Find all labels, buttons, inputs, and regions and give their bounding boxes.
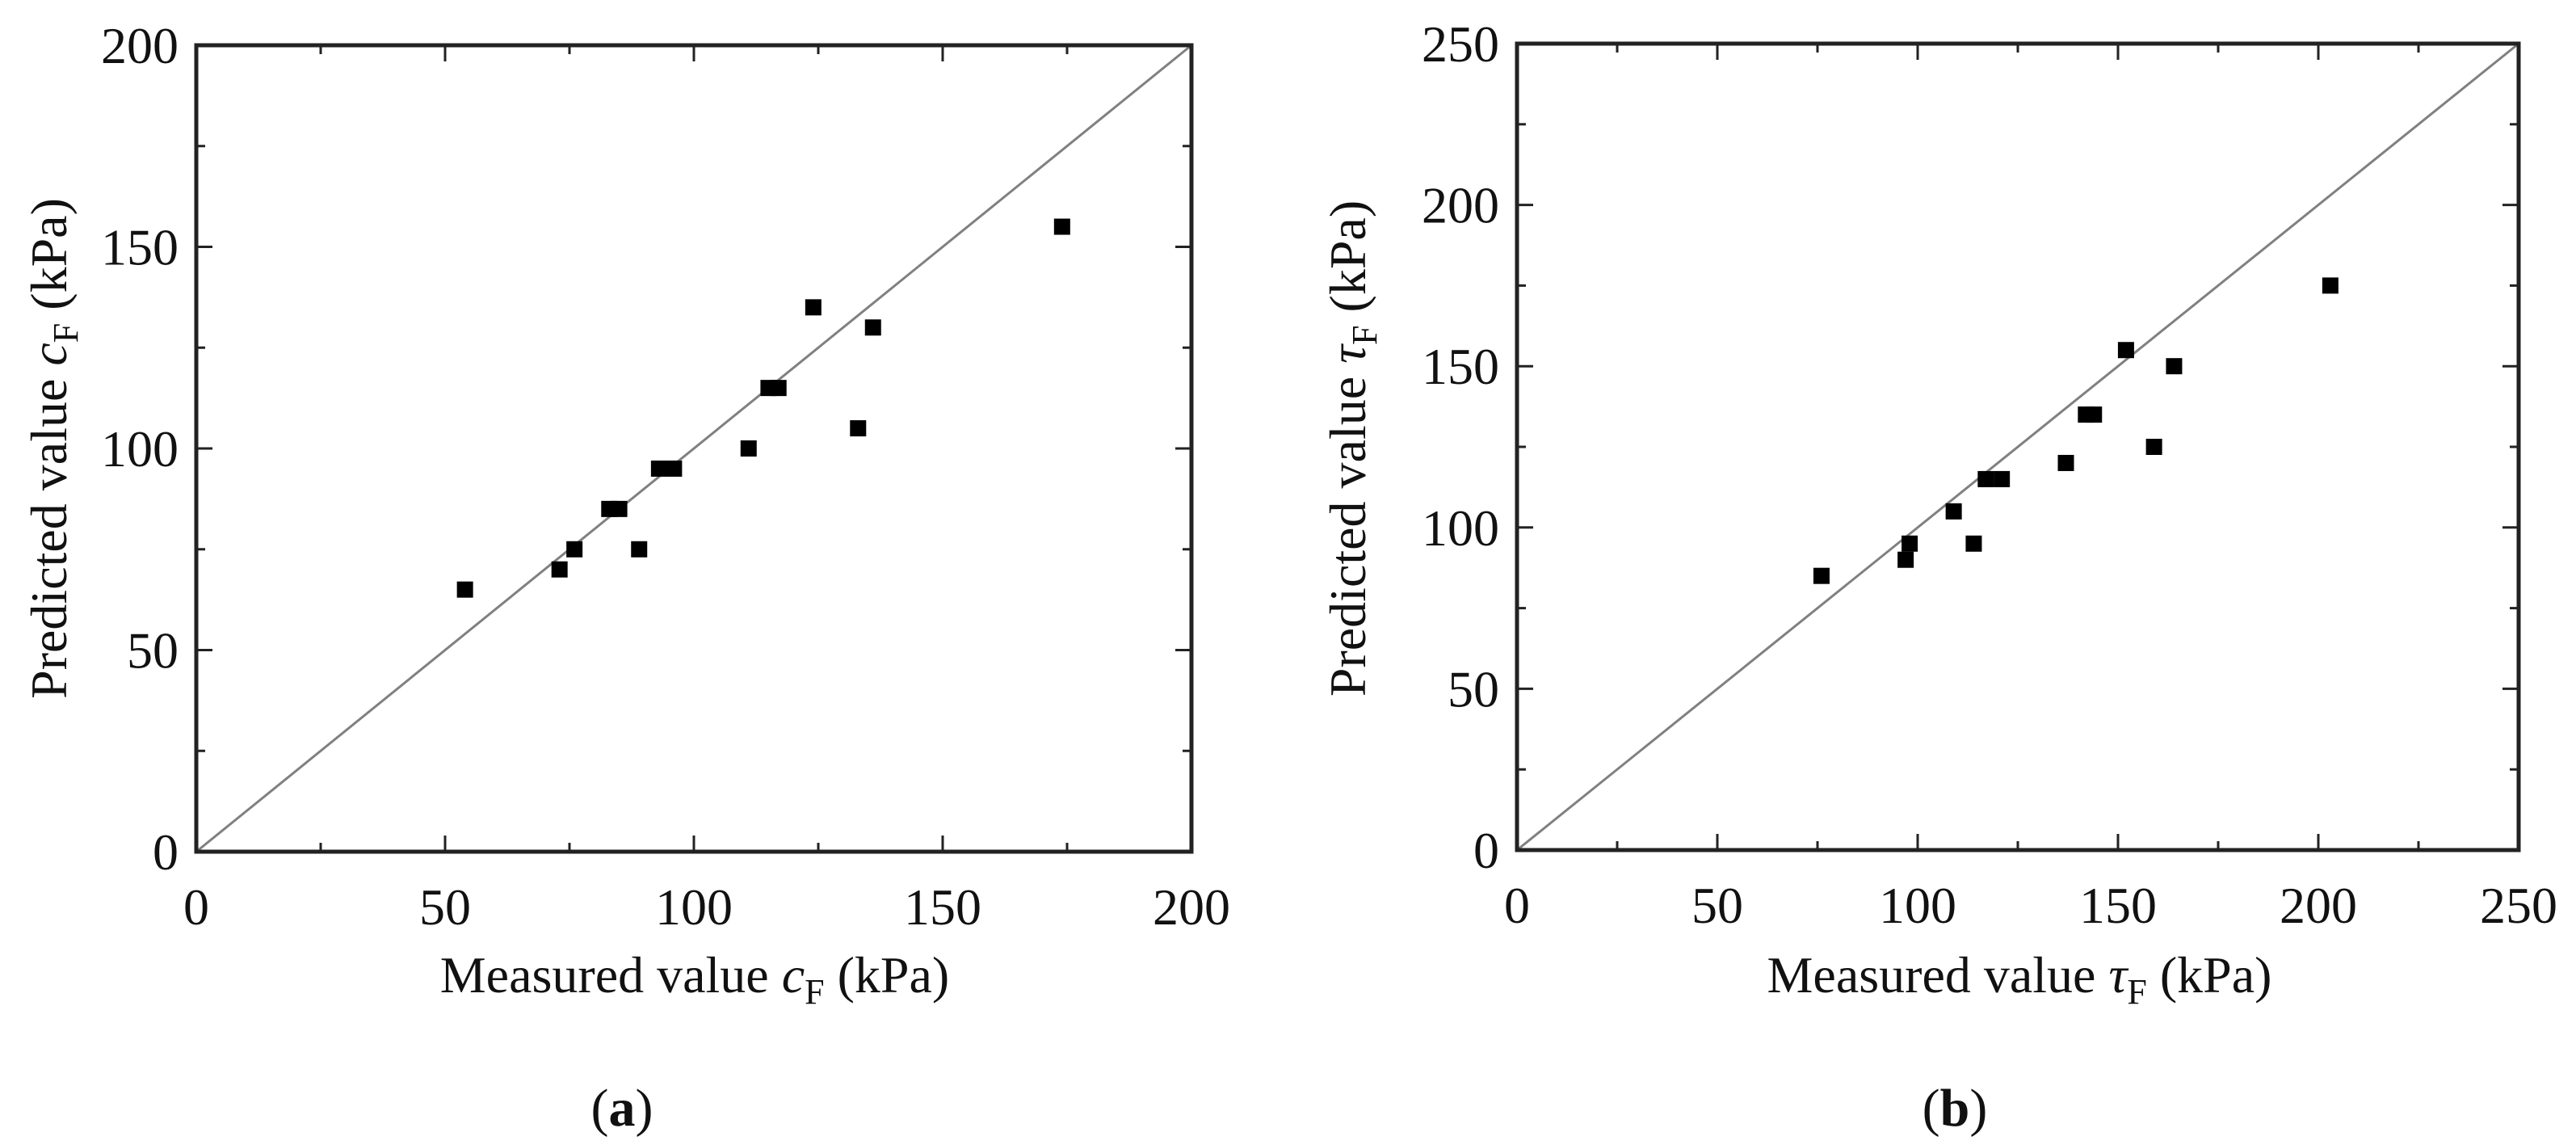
x-tick-label: 200 [1153,878,1230,936]
y-tick-labels: 0 50 100 150 200 [101,17,179,881]
x-axis-title: Measured value cF (kPa) [440,946,949,1012]
data-point-square-marker [1902,535,1918,552]
x-axis-title-subscript: F [805,972,824,1012]
data-point-square-marker [666,460,683,477]
caption-paren: ) [1969,1079,1987,1138]
x-axis-title-subscript: F [2127,972,2146,1012]
x-tick-labels: 0 50 100 150 200 [183,878,1230,936]
x-tick-label: 200 [2280,877,2357,934]
plot-frame [194,43,1194,854]
reference-line-y-equals-x [195,44,1192,853]
x-tick-label: 250 [2480,877,2557,934]
y-tick-label: 200 [101,17,179,74]
data-point-square-marker [770,380,787,397]
panel-caption: (a) [591,1079,653,1138]
data-point-square-marker [740,440,757,457]
data-point-square-marker [2166,358,2183,375]
y-axis-title: Predicted value τF (kPa) [1319,200,1385,697]
y-axis-title-prefix: Predicted value [20,366,78,699]
y-tick-label: 100 [101,420,179,478]
x-axis-title-symbol: τ [2108,946,2128,1004]
data-point-square-marker [2086,406,2103,423]
y-tick-label: 0 [1473,822,1499,879]
data-point-square-marker [650,460,667,477]
y-axis-title-prefix: Predicted value [1319,364,1376,697]
data-point-square-marker [1813,567,1830,584]
y-axis-title-suffix: (kPa) [20,198,78,323]
y-tick-label: 150 [101,219,179,276]
y-tick-label: 50 [127,622,179,680]
reference-line-y-equals-x [1516,42,2519,852]
y-axis-title-subscript: F [1345,325,1385,344]
x-tick-label: 150 [2079,877,2157,934]
data-point-square-marker [551,561,568,578]
x-tick-label: 0 [1504,877,1530,934]
panel-b-chart: 0 50 100 150 200 250 0 50 100 150 200 25… [1319,15,2557,1138]
data-point-square-marker [1053,218,1070,235]
y-tick-label: 100 [1422,499,1499,557]
x-tick-label: 50 [1691,877,1743,934]
caption-paren: ( [591,1079,609,1138]
x-axis-title: Measured value τF (kPa) [1767,946,2272,1012]
y-axis-title-symbol: c [20,343,78,365]
caption-paren: ( [1923,1079,1940,1138]
x-tick-label: 100 [1879,877,1956,934]
plot-frame [1515,41,2521,852]
data-point-square-marker [2322,277,2339,294]
x-tick-label: 150 [904,878,981,936]
data-point-square-marker [611,500,628,517]
x-axis-title-symbol: c [782,946,805,1004]
y-axis-title-suffix: (kPa) [1319,200,1376,326]
y-tick-label: 150 [1422,338,1499,395]
data-point-square-marker [850,420,867,437]
data-point-square-marker [2057,454,2074,471]
data-point-square-marker [2145,439,2162,455]
data-point-square-marker [864,319,881,336]
x-tick-labels: 0 50 100 150 200 250 [1504,877,2557,934]
panel-caption: (b) [1923,1079,1988,1138]
caption-letter: a [609,1079,636,1138]
data-point-square-marker [1994,470,2011,487]
y-tick-label: 200 [1422,177,1499,234]
caption-paren: ) [636,1079,653,1138]
data-point-square-marker [805,299,822,316]
data-point-square-marker [1897,551,1914,568]
data-point-square-marker [566,541,583,558]
y-tick-labels: 0 50 100 150 200 250 [1422,15,1499,879]
y-axis-title-symbol: τ [1319,343,1376,364]
data-point-square-marker [631,541,648,558]
x-tick-label: 0 [183,878,209,936]
y-axis-title: Predicted value cF (kPa) [20,198,86,699]
y-axis-title-subscript: F [46,323,86,343]
y-tick-label: 250 [1422,15,1499,73]
x-tick-label: 100 [655,878,733,936]
plot-area [194,43,1194,854]
data-point-square-marker [1977,470,1994,487]
y-tick-label: 50 [1448,660,1499,718]
y-tick-label: 0 [153,823,179,881]
x-axis-title-prefix: Measured value [440,946,782,1004]
data-point-square-marker [2117,342,2134,359]
data-point-square-marker [1945,503,1962,520]
x-axis-title-suffix: (kPa) [825,946,950,1004]
data-point-square-marker [456,581,473,598]
panel-a-chart: 0 50 100 150 200 0 50 100 150 200 Measur… [20,17,1230,1138]
plot-area [1515,41,2521,852]
x-axis-title-prefix: Measured value [1767,946,2109,1004]
x-axis-title-suffix: (kPa) [2147,946,2272,1004]
caption-letter: b [1940,1079,1970,1138]
data-point-square-marker [1965,535,1982,552]
x-tick-label: 50 [419,878,471,936]
